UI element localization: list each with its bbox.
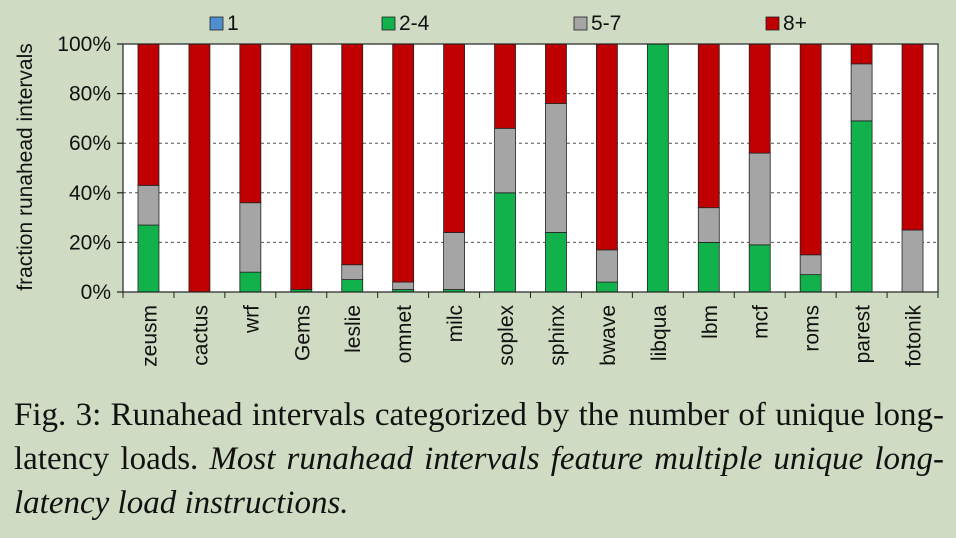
bar-segment-omnet-5-7 [392,281,415,290]
y-tick-label: 20% [69,231,111,254]
bar-segment-wrf-2-4 [239,271,262,293]
bar-segment-sphinx-8+ [545,43,567,104]
x-tick-label: sphinx [546,305,569,366]
x-tick-label: milc [444,305,467,342]
bar-segment-zeusm-2-4 [137,224,160,293]
legend-swatch-1 [209,16,224,31]
caption-emphasis: Most runahead intervals feature multiple… [14,441,944,521]
x-tick-label: parest [852,305,875,364]
bar-segment-bwave-2-4 [596,281,618,293]
x-tick-label: leslie [342,305,365,353]
bar-segment-lbm-5-7 [697,207,720,243]
x-tick-label: mcf [750,305,773,339]
bar-segment-soplex-8+ [494,43,516,129]
x-tick-label: Gems [291,305,314,361]
plot-frame [122,43,939,293]
bar-segment-wrf-5-7 [239,202,262,273]
legend-label-1: 1 [227,12,239,35]
bar-segment-parest-2-4 [850,120,873,293]
bar-segment-bwave-8+ [596,43,618,251]
bar-segment-leslie-8+ [341,43,364,266]
x-tick-label: lbm [699,305,722,339]
legend-label-8+: 8+ [783,12,807,35]
x-tick-label: fotonik [903,305,926,367]
y-axis-label: fraction runahead intervals [14,43,37,290]
x-tick-label: wrf [240,305,263,334]
bar-segment-mcf-8+ [748,43,771,154]
legend-swatch-2-4 [381,16,396,31]
bar-segment-parest-8+ [850,43,873,65]
bar-segment-leslie-2-4 [341,279,364,293]
bar-segment-milc-5-7 [443,232,465,290]
y-tick-label: 40% [69,182,111,205]
bar-segment-zeusm-8+ [137,43,160,186]
bar-segment-soplex-5-7 [494,127,516,194]
bar-segment-libqua-2-4 [646,43,669,293]
bar-segment-mcf-5-7 [748,152,771,246]
x-tick-label: omnet [393,305,416,364]
caption-text: Fig. 3: Runahead intervals categorized b… [14,397,944,477]
x-tick-label: zeusm [138,305,161,367]
legend-swatch-5-7 [573,16,588,31]
legend-swatch-8+ [765,16,780,31]
bar-segment-mcf-2-4 [748,244,771,293]
bar-segment-soplex-2-4 [494,192,516,293]
x-tick-label: roms [801,305,824,352]
bar-segment-roms-8+ [799,43,822,256]
bar-segment-lbm-2-4 [697,241,720,293]
bar-segment-roms-2-4 [799,274,822,293]
x-tick-label: soplex [495,305,518,366]
bar-segment-fotonik-5-7 [901,229,924,293]
bar-segment-lbm-8+ [697,43,720,209]
legend-label-5-7: 5-7 [591,12,621,35]
legend-label-2-4: 2-4 [399,12,430,35]
x-tick-label: cactus [189,305,212,366]
y-tick-label: 0% [81,281,111,304]
x-tick-label: bwave [597,305,620,366]
x-tick-label: libqua [648,305,671,361]
bar-segment-bwave-5-7 [596,249,618,283]
bar-segment-omnet-8+ [392,43,415,283]
bar-segment-sphinx-2-4 [545,232,567,293]
bar-segment-fotonik-8+ [901,43,924,231]
y-tick-label: 80% [69,83,111,106]
stacked-bar-chart: fraction runahead intervals 0% 20% 40% 60% 8… [14,12,939,367]
y-tick-label: 100% [57,33,111,56]
bar-segment-Gems-8+ [290,43,313,290]
y-tick-label: 60% [69,132,111,155]
bar-segment-sphinx-5-7 [545,103,567,233]
bar-segment-cactus-8+ [188,43,211,293]
bar-segment-milc-8+ [443,43,465,233]
bar-segment-parest-5-7 [850,63,873,122]
bar-segment-zeusm-5-7 [137,184,160,226]
bar-segment-wrf-8+ [239,43,262,204]
bar-segment-roms-5-7 [799,254,822,276]
figure-caption: Fig. 3: Runahead intervals categorized b… [14,393,944,525]
bar-segment-leslie-5-7 [341,264,364,281]
